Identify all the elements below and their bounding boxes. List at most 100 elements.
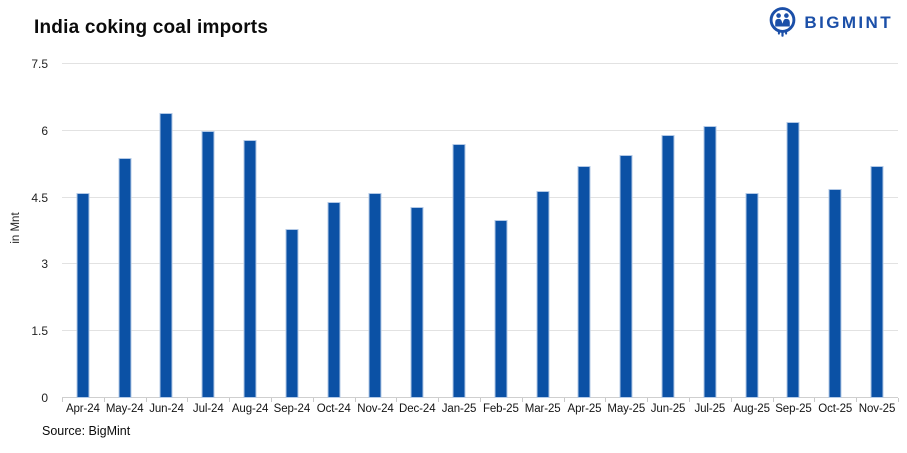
bar-column-Aug-25 [731,64,773,398]
x-axis-tick [312,398,314,402]
bar-column-Jan-25 [438,64,480,398]
source-note: Source: BigMint [42,424,131,438]
bar-Jul-24 [201,130,215,398]
bar-Sep-25 [786,121,800,398]
plot-area [62,63,899,402]
y-tick-label-3: 3 [41,257,48,272]
bar-Apr-24 [76,193,90,398]
bar-Jun-24 [159,113,173,398]
x-label-Jul-24: Jul-24 [192,403,224,415]
bar-Apr-25 [577,166,591,398]
bar-Mar-25 [536,190,550,398]
x-label-Oct-25: Oct-25 [818,403,853,415]
bar-column-Oct-24 [313,64,355,398]
bar-column-Feb-25 [480,64,522,398]
bar-Sep-24 [285,228,299,398]
y-tick-label-4.5: 4.5 [31,190,48,205]
bar-Jan-25 [452,144,466,398]
x-axis-tick [354,398,356,402]
x-label-Sep-24: Sep-24 [273,403,311,415]
bar-column-Jun-25 [647,64,689,398]
x-axis-tick [605,398,607,402]
bar-May-25 [619,155,633,398]
y-tick-label-6: 6 [41,123,48,138]
bar-Jul-25 [703,126,717,398]
x-axis-tick [187,398,189,402]
bar-column-Mar-25 [522,64,564,398]
bar-Dec-24 [410,206,424,398]
bar-column-Jul-24 [187,64,229,398]
x-label-May-25: May-25 [607,403,646,415]
bar-column-May-24 [104,64,146,398]
bar-column-Sep-25 [773,64,815,398]
x-axis-tick [898,398,899,402]
bar-column-Sep-24 [271,64,313,398]
x-label-May-24: May-24 [105,403,144,415]
bar-Aug-24 [243,139,257,398]
x-axis-tick [814,398,816,402]
y-tick-label-7.5: 7.5 [31,57,48,71]
x-label-Dec-24: Dec-24 [399,403,436,415]
x-axis-tick [103,398,105,402]
x-axis-tick [730,398,732,402]
x-label-Jan-25: Jan-25 [441,403,477,415]
bar-column-Aug-24 [229,64,271,398]
x-label-Apr-24: Apr-24 [65,403,100,415]
x-label-Apr-25: Apr-25 [567,403,602,415]
bar-column-Jun-24 [146,64,188,398]
x-axis-tick [521,398,523,402]
x-axis-tick [62,398,63,402]
bar-Oct-24 [327,202,341,398]
bar-column-Oct-25 [814,64,856,398]
gridline-y-3 [62,263,898,265]
x-label-Jun-25: Jun-25 [650,403,686,415]
x-label-Jun-24: Jun-24 [149,403,184,415]
x-axis-tick [271,398,272,402]
bigmint-logo-icon [770,7,796,37]
x-axis-tick [145,398,147,402]
bar-Oct-25 [828,188,842,398]
gridline-y-0 [62,397,898,398]
bar-column-May-25 [605,64,647,398]
x-label-Oct-24: Oct-24 [316,403,351,415]
bar-May-24 [118,157,132,398]
x-label-Mar-25: Mar-25 [524,403,561,415]
bigmint-logo-text: BIGMINT [804,12,893,32]
bigmint-logo: BIGMINT [768,7,893,38]
bar-column-Nov-24 [355,64,397,398]
y-tick-label-1.5: 1.5 [31,324,48,339]
gridline-y-7.5 [62,63,898,64]
bar-Feb-25 [494,219,508,398]
x-axis-tick [396,398,398,402]
bar-column-Apr-25 [564,64,606,398]
gridline-y-6 [62,129,898,131]
gridline-y-1.5 [62,330,898,332]
bar-Nov-25 [870,166,884,398]
bar-column-Jul-25 [689,64,731,398]
x-axis-tick [647,398,649,402]
x-axis-tick [856,398,858,402]
x-label-Jul-25: Jul-25 [694,403,726,415]
x-label-Aug-24: Aug-24 [231,403,269,415]
bar-Aug-25 [745,193,759,398]
page-title: India coking coal imports [34,17,269,38]
x-axis-tick [438,398,440,402]
gridline-y-4.5 [62,196,898,198]
x-axis-tick [772,398,774,402]
bar-column-Apr-24 [62,64,104,398]
x-label-Nov-25: Nov-25 [858,403,896,415]
y-axis-tick-labels: 0 1.5 3 4.5 6 7.5 [0,57,54,405]
x-axis-tick [689,398,690,402]
y-tick-label-0: 0 [41,391,48,405]
bar-column-Dec-24 [396,64,438,398]
x-axis-tick [563,398,565,402]
x-axis-tick [229,398,231,402]
bar-column-Nov-25 [856,64,898,398]
x-label-Feb-25: Feb-25 [482,403,519,415]
x-label-Aug-25: Aug-25 [733,403,770,415]
x-label-Nov-24: Nov-24 [357,403,394,415]
x-label-Sep-25: Sep-25 [775,403,812,415]
bar-Jun-25 [661,135,675,398]
x-axis-labels: Apr-24 May-24 Jun-24 Jul-24 Aug-24 Sep-24 Oct-… [62,403,898,415]
